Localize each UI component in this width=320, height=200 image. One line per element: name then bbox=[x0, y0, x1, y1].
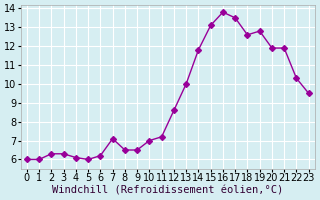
X-axis label: Windchill (Refroidissement éolien,°C): Windchill (Refroidissement éolien,°C) bbox=[52, 186, 284, 196]
